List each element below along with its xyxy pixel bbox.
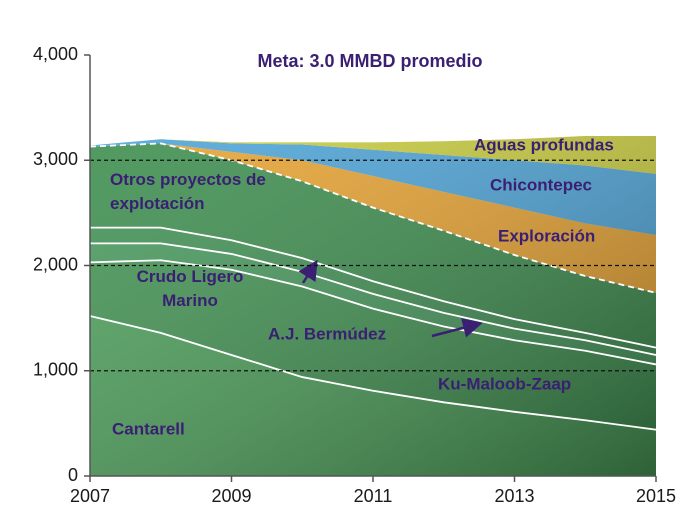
label-line: Marino xyxy=(162,291,218,310)
arrow xyxy=(298,259,318,284)
x-tick-label: 2015 xyxy=(636,486,676,506)
boundary-line xyxy=(89,259,657,366)
series-label: Ku-Maloob-Zaap xyxy=(438,374,571,393)
x-tick-label: 2009 xyxy=(211,486,251,506)
boundary-line xyxy=(90,242,657,356)
y-tick-label: 3,000 xyxy=(33,149,78,169)
arrow xyxy=(431,318,483,338)
overlay xyxy=(89,136,657,477)
y-tick-label: 1,000 xyxy=(33,360,78,380)
label-line: explotación xyxy=(110,194,204,213)
y-tick-label: 0 xyxy=(68,465,78,485)
x-tick-label: 2013 xyxy=(494,486,534,506)
boundary-line xyxy=(90,226,657,349)
series-label: Otros proyectos de explotación xyxy=(110,170,266,213)
label-line: Otros proyectos de xyxy=(110,170,266,189)
y-tick-label: 2,000 xyxy=(33,254,78,274)
boundary-line xyxy=(89,315,657,431)
series-label: Exploración xyxy=(498,226,595,245)
series-label: Cantarell xyxy=(112,419,185,438)
series-label: Aguas profundas xyxy=(474,135,614,154)
series-label: Chicontepec xyxy=(490,175,592,194)
boundary-line xyxy=(89,142,657,294)
series-label: A.J. Bermúdez xyxy=(268,324,386,343)
x-tick-label: 2007 xyxy=(70,486,110,506)
x-tick-label: 2011 xyxy=(354,486,393,506)
shading xyxy=(90,136,656,477)
label-line: Crudo Ligero xyxy=(137,267,244,286)
series-label: Crudo Ligero Marino xyxy=(137,267,244,310)
y-tick-label: 4,000 xyxy=(33,44,78,64)
chart-title: Meta: 3.0 MMBD promedio xyxy=(257,51,482,71)
